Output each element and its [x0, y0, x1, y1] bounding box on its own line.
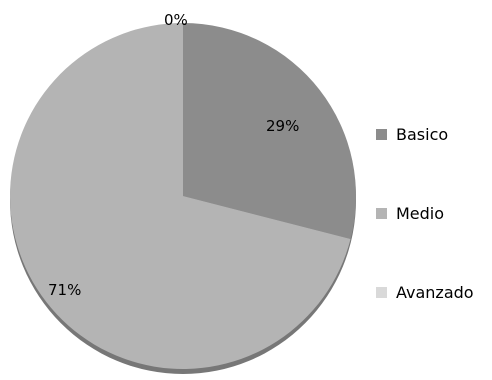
legend-label-avanzado: Avanzado — [396, 282, 474, 302]
pie-slice-basico — [183, 23, 357, 240]
data-label-medio: 71% — [48, 281, 81, 299]
legend-item-basico: Basico — [376, 121, 474, 147]
legend-swatch-avanzado — [376, 286, 387, 298]
pie-slice-medio — [9, 23, 351, 369]
data-label-avanzado: 0% — [164, 11, 188, 29]
pie-slices — [9, 23, 357, 369]
legend-item-avanzado: Avanzado — [376, 279, 474, 305]
legend-label-basico: Basico — [396, 124, 449, 144]
legend-swatch-medio — [376, 207, 387, 219]
data-label-basico: 29% — [266, 117, 299, 135]
legend: Basico Medio Avanzado — [376, 121, 474, 305]
legend-label-medio: Medio — [396, 203, 445, 223]
legend-swatch-basico — [376, 128, 387, 140]
legend-item-medio: Medio — [376, 200, 474, 226]
